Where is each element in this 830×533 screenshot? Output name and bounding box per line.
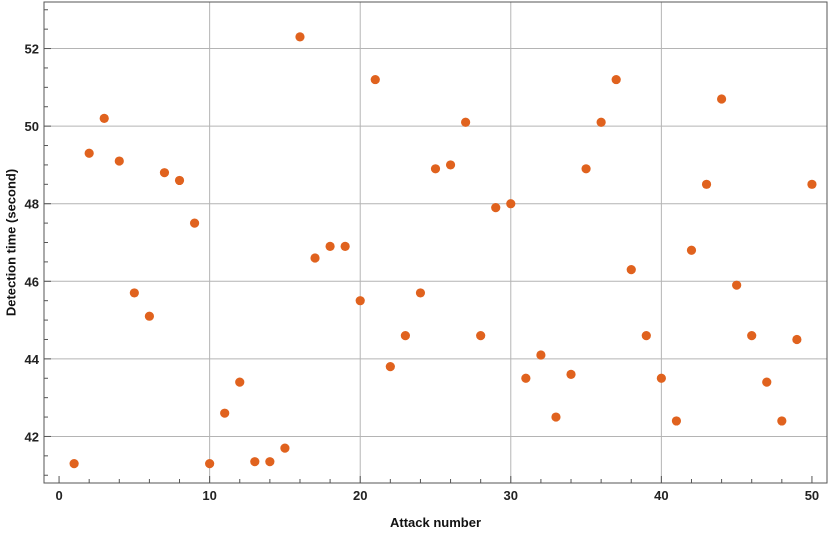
- data-point: [716, 94, 727, 104]
- data-point: [205, 459, 215, 469]
- data-point: [280, 443, 290, 453]
- data-point: [99, 113, 109, 123]
- data-point: [144, 311, 155, 321]
- x-tick-label: 50: [805, 488, 819, 503]
- plot-frame: [43, 1, 828, 484]
- x-tick-label: 10: [202, 488, 216, 503]
- data-point: [656, 373, 666, 383]
- data-point: [762, 377, 772, 387]
- data-point: [415, 288, 426, 298]
- y-axis-label: Detection time (second): [3, 169, 18, 316]
- y-tick-label: 46: [25, 274, 39, 289]
- data-point: [792, 334, 802, 345]
- data-point: [611, 74, 621, 85]
- data-point: [174, 175, 185, 186]
- data-point: [325, 241, 335, 251]
- data-point: [461, 117, 471, 127]
- axis-ticks: 0 10 20 30 40 50 42 44 46 48 50 52: [25, 9, 819, 503]
- x-tick-label: 20: [353, 488, 367, 503]
- data-point: [686, 245, 697, 255]
- data-point: [596, 117, 606, 127]
- data-point: [189, 218, 200, 228]
- data-point: [69, 459, 79, 469]
- data-point: [807, 179, 817, 189]
- data-point: [626, 265, 636, 275]
- data-point: [400, 330, 410, 341]
- grid-lines: [44, 2, 827, 483]
- data-point: [701, 179, 712, 189]
- x-axis-label: Attack number: [390, 515, 481, 530]
- data-point: [129, 288, 139, 298]
- data-point: [551, 412, 561, 422]
- data-point: [295, 32, 305, 42]
- data-point: [310, 253, 320, 263]
- data-point: [747, 330, 757, 341]
- data-point: [506, 199, 516, 209]
- x-tick-label: 0: [55, 488, 62, 503]
- y-tick-label: 50: [25, 119, 39, 134]
- data-points: [69, 32, 817, 469]
- data-point: [84, 148, 94, 158]
- data-point: [777, 416, 787, 426]
- data-point: [491, 202, 501, 213]
- data-point: [370, 74, 380, 85]
- data-point: [355, 296, 365, 306]
- y-tick-label: 42: [25, 429, 39, 444]
- data-point: [521, 373, 531, 383]
- data-point: [566, 369, 576, 379]
- data-point: [581, 164, 591, 174]
- data-point: [732, 280, 742, 290]
- data-point: [340, 241, 350, 251]
- data-point: [430, 164, 441, 174]
- y-tick-label: 52: [25, 42, 39, 57]
- data-point: [159, 168, 170, 178]
- data-point: [250, 457, 260, 467]
- y-tick-label: 44: [25, 352, 40, 367]
- data-point: [476, 330, 486, 341]
- data-point: [641, 330, 651, 341]
- data-point: [536, 350, 546, 360]
- data-point: [220, 408, 230, 418]
- data-point: [265, 457, 275, 467]
- data-point: [385, 362, 395, 372]
- x-tick-label: 30: [504, 488, 518, 503]
- data-point: [445, 160, 456, 170]
- data-point: [671, 416, 682, 426]
- x-tick-label: 40: [654, 488, 668, 503]
- data-point: [114, 156, 124, 166]
- y-tick-label: 48: [25, 197, 39, 212]
- data-point: [235, 377, 245, 387]
